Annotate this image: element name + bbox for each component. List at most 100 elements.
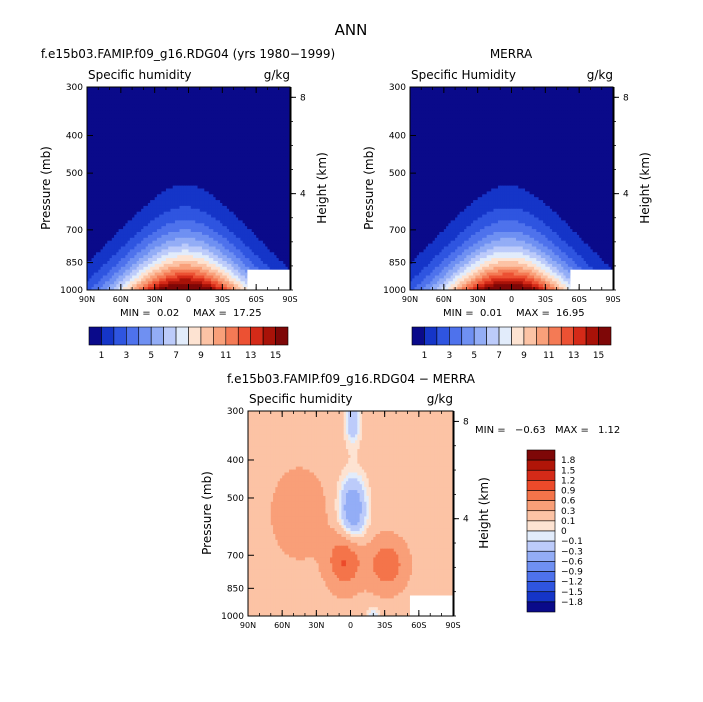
field-cell bbox=[161, 95, 165, 100]
field-cell bbox=[188, 95, 192, 100]
field-cell bbox=[220, 220, 223, 224]
field-cell bbox=[165, 203, 169, 207]
field-cell bbox=[267, 237, 271, 242]
field-cell bbox=[199, 185, 203, 189]
field-cell bbox=[129, 150, 133, 155]
field-cell bbox=[222, 87, 226, 91]
field-cell bbox=[150, 226, 153, 230]
field-cell bbox=[138, 223, 142, 227]
field-cell bbox=[238, 159, 241, 163]
field-cell bbox=[249, 127, 253, 131]
field-cell bbox=[170, 246, 174, 250]
field-cell bbox=[215, 95, 219, 100]
field-cell bbox=[138, 203, 142, 207]
field-cell bbox=[116, 179, 120, 184]
field-cell bbox=[283, 211, 286, 216]
field-cell bbox=[206, 116, 210, 120]
field-cell bbox=[224, 101, 228, 105]
field-cell bbox=[168, 133, 171, 137]
field-cell bbox=[168, 171, 171, 175]
field-cell bbox=[278, 116, 282, 120]
field-cell bbox=[132, 217, 135, 221]
field-cell bbox=[206, 223, 210, 227]
field-cell bbox=[242, 162, 246, 166]
field-cell bbox=[204, 237, 208, 242]
field-cell bbox=[287, 208, 290, 213]
field-cell bbox=[159, 234, 162, 239]
field-cell bbox=[258, 200, 262, 204]
field-cell bbox=[93, 133, 97, 137]
field-cell bbox=[107, 171, 111, 175]
field-cell bbox=[256, 101, 259, 105]
field-cell bbox=[235, 95, 239, 100]
field-cell bbox=[125, 179, 129, 184]
field-cell bbox=[242, 101, 246, 105]
field-cell bbox=[235, 174, 239, 178]
field-cell bbox=[114, 197, 117, 201]
field-cell bbox=[114, 211, 117, 216]
field-cell bbox=[211, 171, 214, 175]
field-cell bbox=[287, 234, 290, 239]
field-cell bbox=[93, 234, 97, 239]
field-cell bbox=[199, 147, 203, 152]
field-cell bbox=[177, 165, 180, 169]
field-cell bbox=[154, 232, 158, 236]
field-cell bbox=[181, 220, 185, 224]
field-cell bbox=[204, 165, 208, 169]
field-cell bbox=[242, 104, 246, 108]
field-cell bbox=[278, 136, 282, 140]
field-cell bbox=[183, 191, 187, 195]
field-cell bbox=[224, 118, 228, 123]
field-cell bbox=[107, 118, 111, 123]
field-cell bbox=[163, 89, 167, 94]
field-cell bbox=[222, 188, 226, 192]
field-cell bbox=[87, 188, 90, 192]
field-cell bbox=[93, 107, 97, 111]
field-cell bbox=[226, 176, 230, 181]
field-cell bbox=[163, 234, 167, 239]
field-cell bbox=[265, 179, 268, 184]
field-cell bbox=[233, 87, 237, 91]
field-cell bbox=[208, 220, 212, 224]
field-cell bbox=[278, 92, 282, 97]
field-cell bbox=[238, 226, 241, 230]
field-cell bbox=[190, 226, 194, 230]
field-cell bbox=[280, 179, 284, 184]
field-cell bbox=[253, 110, 257, 114]
field-cell bbox=[123, 156, 126, 160]
field-cell bbox=[141, 139, 144, 143]
field-cell bbox=[271, 162, 275, 166]
field-cell bbox=[107, 194, 111, 198]
field-cell bbox=[204, 89, 208, 94]
field-cell bbox=[154, 191, 158, 195]
field-cell bbox=[231, 150, 235, 155]
field-cell bbox=[195, 211, 199, 216]
field-cell bbox=[269, 182, 273, 187]
field-cell bbox=[100, 214, 104, 218]
field-cell bbox=[154, 243, 158, 247]
field-cell bbox=[249, 176, 253, 181]
field-cell bbox=[265, 104, 268, 108]
field-cell bbox=[118, 139, 122, 143]
field-cell bbox=[186, 139, 189, 143]
field-cell bbox=[150, 211, 153, 216]
field-cell bbox=[114, 89, 117, 94]
field-cell bbox=[98, 229, 102, 233]
field-cell bbox=[89, 226, 93, 230]
field-cell bbox=[154, 121, 158, 126]
field-cell bbox=[238, 130, 241, 134]
field-cell bbox=[190, 142, 194, 146]
field-cell bbox=[170, 223, 174, 227]
field-cell bbox=[91, 234, 95, 239]
field-cell bbox=[217, 150, 221, 155]
field-cell bbox=[147, 142, 151, 146]
field-cell bbox=[247, 87, 250, 91]
field-cell bbox=[287, 118, 290, 123]
field-cell bbox=[287, 243, 290, 247]
field-cell bbox=[145, 176, 149, 181]
field-cell bbox=[183, 171, 187, 175]
field-cell bbox=[163, 188, 167, 192]
field-cell bbox=[107, 121, 111, 126]
field-cell bbox=[220, 223, 223, 227]
field-cell bbox=[114, 118, 117, 123]
